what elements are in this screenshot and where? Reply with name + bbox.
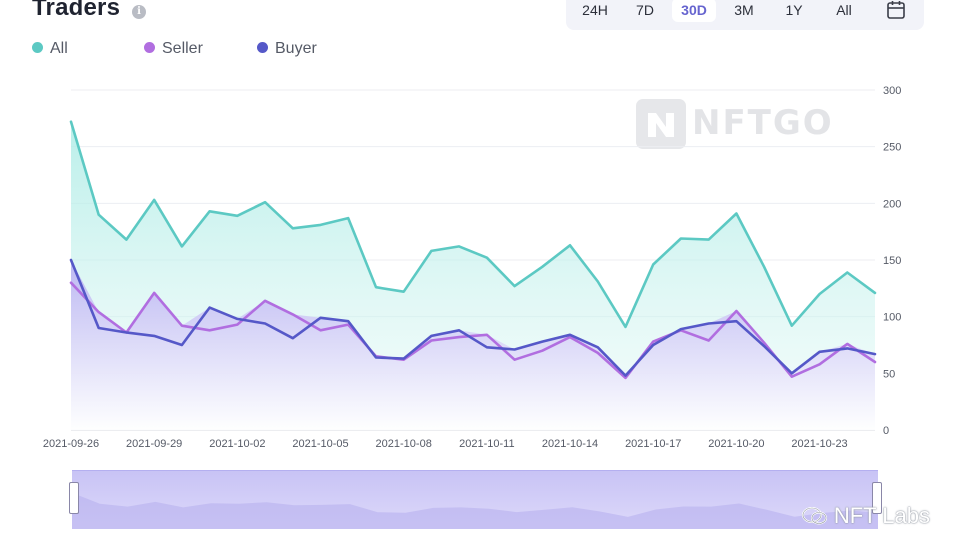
y-axis-ticks: 0 50 100 150 200 250 300 [883, 85, 901, 437]
range-navigator[interactable] [72, 470, 878, 529]
range-24h-button[interactable]: 24H [582, 2, 608, 18]
nftgo-logo-icon [636, 99, 686, 149]
range-30d-button[interactable]: 30D [672, 0, 716, 22]
range-all-button[interactable]: All [836, 2, 852, 18]
x-tick-label: 2021-10-11 [459, 438, 514, 450]
legend-item-buyer[interactable]: Buyer [257, 40, 317, 58]
x-tick-label: 2021-10-17 [625, 438, 681, 450]
legend-label-all: All [50, 40, 68, 57]
footer-text: NFT Labs [833, 503, 930, 528]
x-tick-label: 2021-10-20 [708, 438, 764, 450]
x-tick-label: 2021-10-14 [542, 438, 598, 450]
area-seller-buyer [71, 260, 875, 430]
line-seller[interactable] [69, 281, 877, 380]
x-tick-label: 2021-09-29 [126, 438, 182, 450]
calendar-icon[interactable] [884, 0, 908, 22]
info-icon[interactable]: i [132, 5, 146, 19]
time-range-selector: 24H 7D 30D 3M 1Y All [566, 0, 924, 30]
chart-lines [69, 120, 877, 380]
range-3m-button[interactable]: 3M [734, 2, 754, 18]
legend-label-seller: Seller [162, 40, 203, 57]
y-tick-label: 0 [883, 425, 889, 437]
x-axis-ticks: 2021-09-26 2021-09-29 2021-10-02 2021-10-05… [43, 438, 848, 450]
page-title: Traders [32, 0, 121, 21]
range-1y-button[interactable]: 1Y [785, 2, 803, 18]
x-tick-label: 2021-10-02 [209, 438, 265, 450]
range-7d-button[interactable]: 7D [636, 2, 654, 18]
line-all[interactable] [69, 120, 877, 329]
legend-dot-all [32, 42, 43, 53]
x-tick-label: 2021-10-08 [376, 438, 432, 450]
y-tick-label: 200 [883, 198, 901, 210]
legend-dot-seller [144, 42, 155, 53]
legend-item-seller[interactable]: Seller [144, 40, 203, 58]
y-tick-label: 250 [883, 142, 901, 154]
y-tick-label: 150 [883, 255, 901, 267]
watermark-text: NFTGO [692, 103, 834, 143]
line-buyer[interactable] [69, 258, 877, 377]
legend-item-all[interactable]: All [32, 40, 68, 58]
y-tick-label: 300 [883, 85, 901, 97]
x-tick-label: 2021-10-05 [292, 438, 348, 450]
x-tick-label: 2021-10-23 [791, 438, 847, 450]
footer-watermark: NFT Labs [801, 503, 930, 529]
y-tick-label: 100 [883, 312, 901, 324]
x-tick-label: 2021-09-26 [43, 438, 99, 450]
chart-areas [71, 121, 875, 430]
wechat-icon [801, 507, 827, 525]
legend-dot-buyer [257, 42, 268, 53]
navigator-preview [72, 492, 878, 529]
navigator-left-handle[interactable] [69, 482, 79, 514]
legend-label-buyer: Buyer [275, 40, 317, 57]
navigator-right-handle[interactable] [872, 482, 882, 514]
y-tick-label: 50 [883, 368, 895, 380]
